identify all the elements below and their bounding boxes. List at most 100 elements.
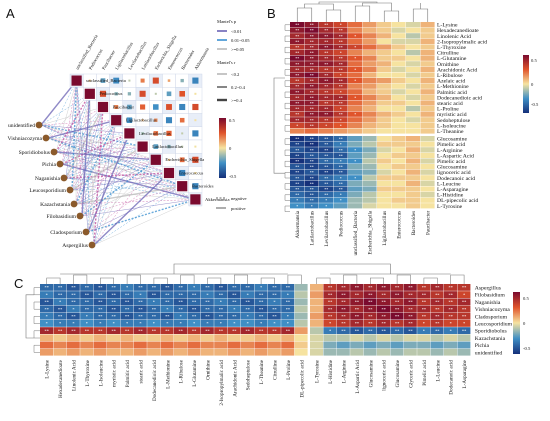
mantel-link: [55, 120, 117, 153]
significance-mark: **: [449, 300, 453, 305]
dendrogram-branch: [284, 114, 290, 121]
column-label: Akkermansia: [295, 210, 301, 238]
heatmap-cell: [377, 38, 392, 44]
significance-mark: **: [339, 28, 343, 33]
heatmap-cell: [362, 152, 377, 158]
dendrogram-branch: [33, 316, 40, 324]
heatmap-cell: [227, 312, 241, 320]
triangle-square: [88, 79, 91, 82]
triangle-square: [127, 92, 132, 96]
triangle-square: [167, 79, 171, 82]
significance-mark: **: [58, 307, 62, 312]
significance-mark: **: [295, 62, 299, 67]
panel-b-colorbar-tick-mid: 0: [531, 82, 534, 87]
heatmap-cell: [362, 66, 377, 72]
heatmap-cell: [406, 164, 421, 170]
heatmap-cell: [40, 320, 53, 327]
significance-mark: **: [246, 328, 250, 333]
taxon-label: Bacteroides: [192, 184, 214, 189]
dendrogram-branch: [284, 102, 290, 110]
heatmap-cell: [406, 197, 421, 203]
dendrogram-branch: [284, 160, 290, 168]
significance-mark: **: [165, 328, 169, 333]
heatmap-cell: [362, 61, 377, 67]
heatmap-cell: [348, 106, 363, 112]
heatmap-cell: [254, 348, 268, 356]
heatmap-cell: [430, 334, 444, 342]
significance-mark: **: [310, 176, 314, 181]
significance-mark: **: [368, 321, 372, 326]
taxon-label: Akkermansia: [205, 197, 230, 202]
heatmap-cell: [319, 158, 334, 164]
heatmap-cell: [214, 327, 228, 334]
significance-mark: **: [295, 67, 299, 72]
significance-mark: **: [179, 300, 183, 305]
heatmap-cell: [333, 55, 348, 61]
heatmap-cell: [363, 327, 377, 334]
heatmap-cell: [304, 186, 319, 192]
heatmap-cell: [174, 327, 187, 334]
mantel-link: [75, 106, 104, 205]
significance-mark: *: [296, 198, 298, 203]
heatmap-cell: [304, 66, 319, 72]
panel-c-cells: ** ** ** ** ** ** * ** ** ** ** * ** ** ** ** * ** ** ** ** *…: [40, 284, 471, 356]
triangle-square: [166, 91, 172, 97]
heatmap-cell: [391, 83, 406, 89]
heatmap-cell: [391, 197, 406, 203]
significance-mark: **: [295, 95, 299, 100]
heatmap-cell: [290, 152, 305, 158]
heatmap-cell: [187, 298, 201, 306]
mantel-link: [65, 177, 196, 200]
row-label: Palmitic acid: [437, 90, 467, 96]
significance-mark: **: [355, 314, 359, 319]
heatmap-cell: [348, 89, 363, 95]
heatmap-cell: [444, 298, 457, 306]
significance-mark: **: [259, 328, 263, 333]
dendrogram-branch: [284, 80, 290, 87]
significance-mark: **: [310, 84, 314, 89]
heatmap-cell: [53, 327, 67, 334]
heatmap-cell: [350, 312, 364, 320]
heatmap-cell: [406, 122, 421, 128]
heatmap-cell: [214, 284, 228, 291]
heatmap-cell: [93, 334, 107, 342]
significance-mark: **: [408, 300, 412, 305]
significance-mark: **: [368, 285, 372, 290]
significance-mark: **: [152, 328, 156, 333]
heatmap-cell: [319, 83, 334, 89]
significance-mark: **: [339, 148, 343, 153]
significance-mark: *: [126, 285, 128, 290]
heatmap-cell: [290, 117, 305, 123]
significance-mark: **: [295, 73, 299, 78]
heatmap-cell: [80, 291, 94, 298]
heatmap-cell: [281, 341, 295, 349]
heatmap-cell: [391, 186, 406, 192]
significance-mark: **: [310, 23, 314, 28]
heatmap-cell: [241, 291, 254, 298]
heatmap-cell: [348, 128, 363, 134]
mantel-link: [40, 80, 78, 126]
heatmap-cell: [348, 27, 363, 33]
heatmap-cell: [290, 164, 305, 170]
heatmap-cell: [348, 147, 363, 153]
heatmap-cell: [333, 33, 348, 39]
heatmap-cell: [310, 291, 323, 298]
significance-mark: **: [324, 73, 328, 78]
heatmap-cell: [187, 284, 201, 291]
significance-mark: *: [329, 328, 331, 333]
significance-mark: **: [310, 90, 314, 95]
heatmap-cell: [310, 284, 323, 291]
mantel-link: [89, 93, 95, 246]
heatmap-cell: [348, 55, 363, 61]
heatmap-cell: [80, 334, 94, 342]
heatmap-cell: [304, 175, 319, 181]
heatmap-cell: [53, 291, 67, 298]
significance-mark: **: [324, 56, 328, 61]
row-label: Sporidiobolus: [475, 329, 508, 335]
heatmap-cell: [390, 305, 404, 313]
mantel-link: [71, 93, 91, 191]
significance-mark: *: [340, 118, 342, 123]
heatmap-cell: [377, 111, 392, 117]
heatmap-cell: [348, 192, 363, 198]
heatmap-cell: [420, 66, 435, 72]
